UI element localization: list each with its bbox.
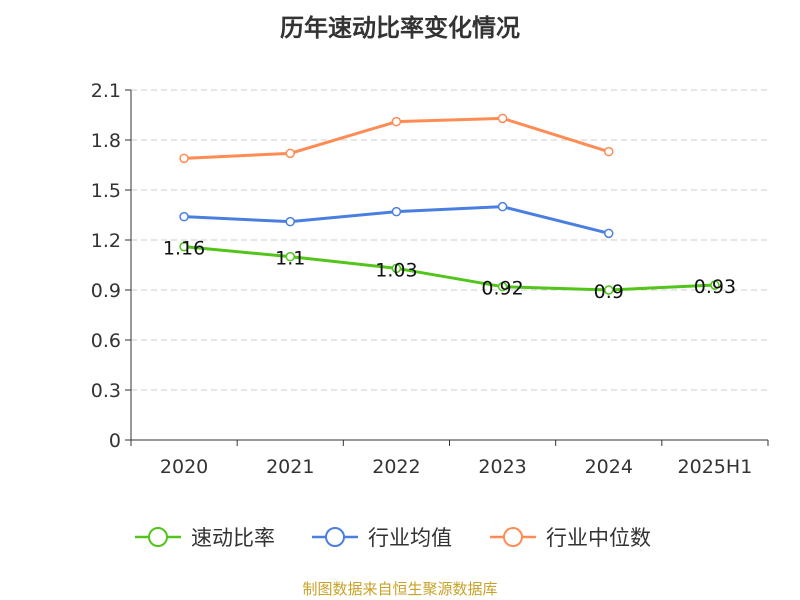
series-line: [183, 245, 715, 292]
data-point: [604, 285, 614, 295]
legend-marker: [148, 527, 168, 547]
x-tick-label: 2022: [372, 456, 420, 478]
y-tick-label: 1.5: [91, 180, 121, 202]
data-label: 1.03: [375, 259, 417, 281]
data-label: 1.1: [275, 248, 305, 270]
data-point: [497, 201, 508, 212]
x-tick-label: 2024: [585, 456, 633, 478]
x-tick-label: 2021: [266, 456, 314, 478]
legend-marker: [503, 527, 523, 547]
source-note: 制图数据来自恒生聚源数据库: [302, 580, 498, 598]
data-label: 0.92: [481, 278, 523, 300]
legend-label: 行业均值: [368, 526, 452, 550]
y-tick-label: 0: [109, 430, 121, 452]
data-label: 0.9: [594, 281, 624, 303]
data-point: [179, 211, 189, 222]
data-point: [391, 116, 402, 127]
data-point: [179, 241, 189, 252]
y-tick-label: 1.2: [91, 230, 121, 252]
data-point: [391, 206, 402, 217]
x-tick-label: 2023: [478, 456, 526, 478]
y-tick-label: 1.8: [91, 130, 121, 152]
data-point: [179, 153, 189, 164]
data-point: [285, 216, 295, 227]
legend-marker: [325, 527, 345, 547]
legend-label: 速动比率: [191, 526, 275, 550]
data-label: 1.16: [163, 238, 205, 260]
y-tick-label: 0.9: [91, 280, 121, 302]
y-tick-label: 0.6: [91, 330, 121, 352]
data-point: [497, 281, 508, 292]
data-point: [391, 263, 402, 274]
y-tick-label: 2.1: [91, 80, 121, 102]
data-point: [710, 280, 720, 290]
data-point: [497, 113, 508, 124]
chart-title: 历年速动比率变化情况: [280, 14, 520, 42]
x-tick-label: 2025H1: [678, 456, 753, 478]
data-point: [604, 228, 614, 239]
data-point: [285, 148, 295, 159]
legend-label: 行业中位数: [546, 526, 651, 550]
x-tick-label: 2020: [160, 456, 208, 478]
y-tick-label: 0.3: [91, 380, 121, 402]
data-point: [285, 251, 295, 262]
data-label: 0.93: [694, 276, 736, 298]
data-point: [604, 146, 614, 157]
